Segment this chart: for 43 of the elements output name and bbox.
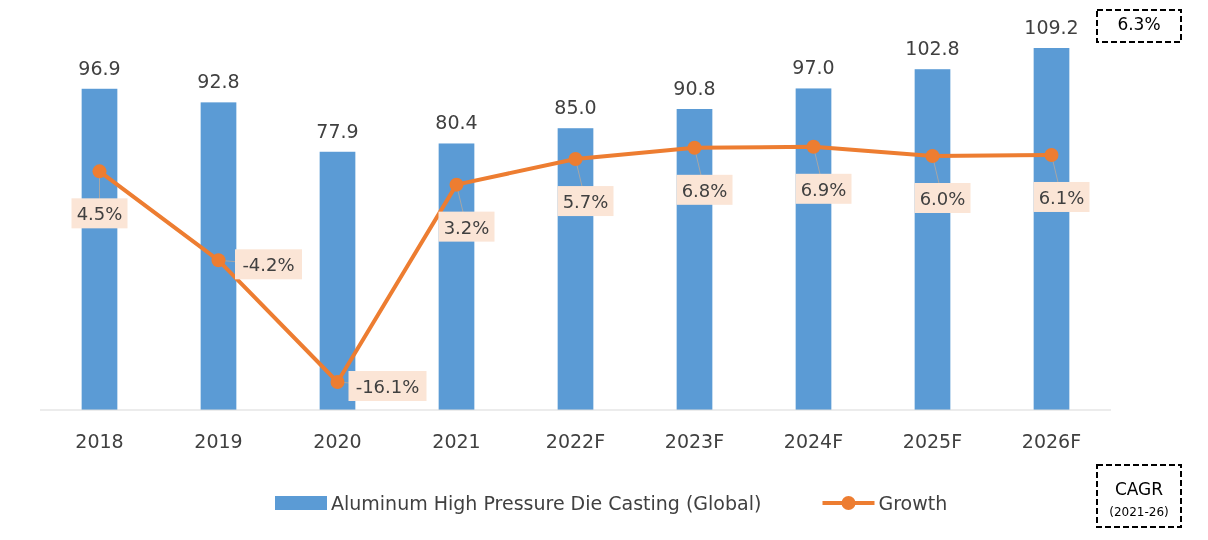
data-label: 97.0 (792, 56, 835, 79)
data-label: 80.4 (435, 111, 478, 134)
legend-label: Growth (878, 492, 948, 514)
data-label: 77.9 (316, 119, 359, 142)
point (1044, 147, 1059, 162)
bar (200, 102, 237, 410)
data-label: 6.1% (1038, 186, 1085, 208)
text: (2021-26) (1109, 505, 1169, 519)
data-label: 102.8 (905, 37, 960, 60)
point (449, 177, 464, 192)
point (806, 139, 821, 154)
data-label: 6.8% (681, 179, 728, 201)
data-label: 109.2 (1024, 16, 1079, 38)
data-label: -16.1% (355, 376, 420, 398)
x-tick-label: 2019 (194, 430, 243, 452)
x-tick-label: 2023F (664, 430, 725, 452)
data-label: 96.9 (78, 56, 121, 79)
x-tick-label: 2021 (432, 430, 481, 452)
x-tick-label: 2020 (313, 430, 362, 452)
data-label: 90.8 (673, 77, 716, 99)
text: 6.3% (1117, 14, 1161, 34)
point (211, 253, 226, 268)
point (568, 152, 583, 167)
point (687, 140, 702, 155)
data-label: 85.0 (554, 96, 597, 119)
point (330, 375, 345, 390)
x-tick-label: 2024F (783, 430, 844, 452)
data-label: 6.0% (919, 188, 966, 209)
data-label: 6.9% (800, 178, 847, 200)
data-label: 3.2% (443, 216, 490, 238)
data-label: 4.5% (76, 203, 123, 225)
legend-label: Aluminum High Pressure Die Casting (Global) (331, 492, 762, 514)
x-tick-label: 2026F (1021, 430, 1082, 452)
data-label: 5.7% (562, 191, 609, 213)
point (925, 149, 940, 163)
data-label: -4.2% (242, 254, 295, 276)
x-tick-label: 2025F (902, 430, 963, 452)
bar (319, 151, 356, 410)
x-tick-label: 2022F (545, 430, 606, 452)
data-label: 92.8 (197, 70, 240, 93)
text: CAGR (1114, 479, 1164, 499)
x-tick-label: 2018 (75, 430, 124, 452)
point (92, 164, 107, 179)
